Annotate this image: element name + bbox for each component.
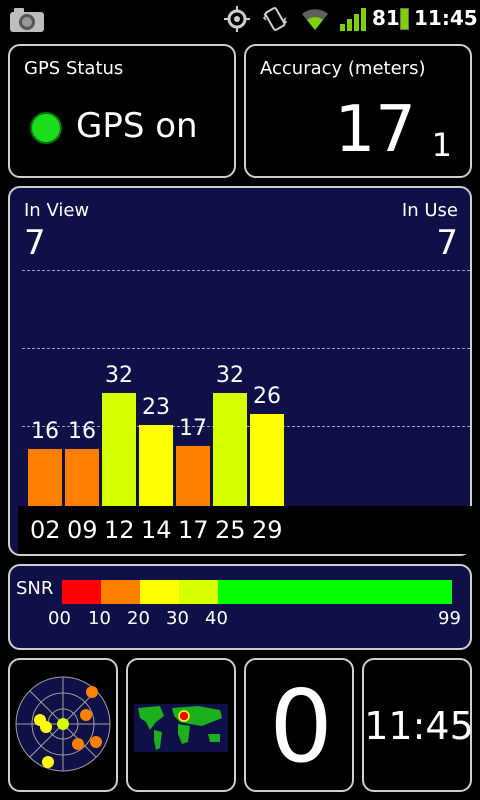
- sky-satellite-dot: [90, 736, 102, 748]
- sky-view-tile[interactable]: [8, 658, 118, 792]
- snr-bar-chart: 16 16 32 23 17 32 26: [18, 270, 474, 506]
- snr-tick-label: 40: [205, 608, 228, 629]
- snr-bar-label: 16: [68, 419, 96, 444]
- prn-label: 17: [178, 516, 209, 544]
- in-use-label: In Use: [401, 200, 458, 221]
- prn-label: 02: [30, 516, 61, 544]
- prn-label: 25: [215, 516, 246, 544]
- snr-tick-label: 10: [88, 608, 111, 629]
- gps-state: GPS on: [76, 106, 198, 146]
- speed-tile[interactable]: 0: [244, 658, 354, 792]
- prn-label: 14: [141, 516, 172, 544]
- world-map-tile[interactable]: [126, 658, 236, 792]
- prn-label: 29: [252, 516, 283, 544]
- signal-icon: [340, 8, 366, 31]
- snr-bar: [139, 425, 173, 506]
- battery-icon: [400, 8, 409, 30]
- snr-bar: [102, 393, 136, 506]
- snr-tick-label: 30: [166, 608, 189, 629]
- vibrate-icon: [262, 7, 288, 31]
- speed-value: 0: [269, 668, 333, 785]
- gridline: [22, 270, 470, 271]
- camera-icon: [10, 8, 44, 32]
- prn-row: 02 09 12 14 17 25 29: [18, 506, 474, 554]
- sky-satellite-dot: [57, 718, 69, 730]
- snr-bar: [65, 449, 99, 506]
- snr-scale-segment: [218, 580, 452, 604]
- world-map-icon: [134, 704, 228, 752]
- snr-tick-label: 20: [127, 608, 150, 629]
- snr-bar-label: 32: [216, 363, 244, 388]
- wifi-icon: [302, 9, 328, 31]
- snr-tick-label: 00: [48, 608, 71, 629]
- location-marker-icon: [178, 710, 190, 722]
- gps-status-panel[interactable]: GPS Status GPS on: [8, 44, 236, 178]
- gps-icon: [224, 6, 250, 32]
- snr-scale-segment: [101, 580, 140, 604]
- snr-bar: [250, 414, 284, 506]
- snr-bar-label: 23: [142, 395, 170, 420]
- accuracy-sub-value: 1: [431, 126, 452, 164]
- snr-bar: [28, 449, 62, 506]
- sky-satellite-dot: [42, 756, 54, 768]
- sky-radar-icon: [15, 676, 111, 772]
- battery-percent: 81: [372, 6, 400, 30]
- gridline: [22, 348, 470, 349]
- snr-legend-panel: SNR 00 10 20 30 40 99: [8, 564, 472, 650]
- gps-indicator-icon: [30, 112, 62, 144]
- accuracy-panel[interactable]: Accuracy (meters) 17 1: [244, 44, 472, 178]
- snr-scale-segment: [62, 580, 101, 604]
- clock-value: 11:45: [364, 704, 474, 748]
- prn-label: 12: [104, 516, 135, 544]
- in-view-value: 7: [24, 223, 46, 263]
- sky-satellite-dot: [80, 709, 92, 721]
- snr-scale-segment: [179, 580, 218, 604]
- snr-scale-segment: [140, 580, 179, 604]
- snr-bar-label: 32: [105, 363, 133, 388]
- accuracy-value: 17: [334, 93, 416, 167]
- sky-satellite-dot: [72, 738, 84, 750]
- gps-status-title: GPS Status: [24, 58, 124, 79]
- in-view-label: In View: [24, 200, 90, 221]
- satellite-panel[interactable]: In View 7 In Use 7 16 16 32 23 17 32 26 02 09 12…: [8, 186, 474, 556]
- accuracy-title: Accuracy (meters): [260, 58, 426, 79]
- status-time: 11:45: [414, 6, 478, 30]
- snr-color-scale: [62, 580, 452, 604]
- in-use-value: 7: [436, 223, 458, 263]
- sky-satellite-dot: [86, 686, 98, 698]
- prn-label: 09: [67, 516, 98, 544]
- snr-tick-label: 99: [438, 608, 461, 629]
- snr-bar: [213, 393, 247, 506]
- snr-bar-label: 26: [253, 384, 281, 409]
- snr-bar-label: 17: [179, 416, 207, 441]
- clock-tile[interactable]: 11:45: [362, 658, 474, 792]
- status-bar: 81 11:45: [0, 0, 480, 38]
- snr-bar-label: 16: [31, 419, 59, 444]
- snr-bar: [176, 446, 210, 506]
- sky-satellite-dot: [40, 721, 52, 733]
- snr-legend-title: SNR: [16, 578, 54, 599]
